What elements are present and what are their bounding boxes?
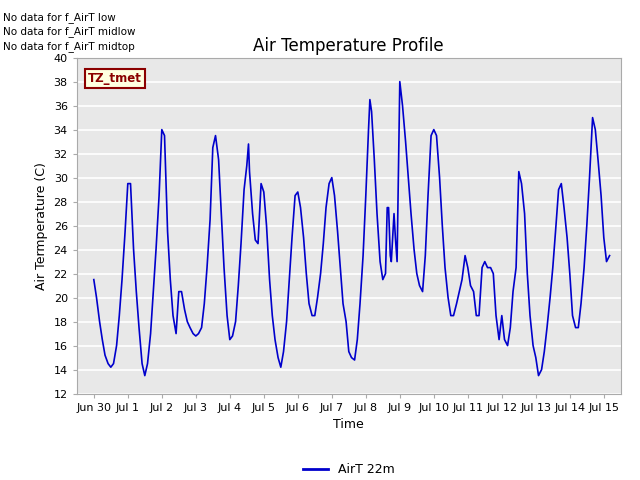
Text: No data for f_AirT low: No data for f_AirT low <box>3 12 116 23</box>
X-axis label: Time: Time <box>333 418 364 431</box>
Text: TZ_tmet: TZ_tmet <box>88 72 141 84</box>
Legend: AirT 22m: AirT 22m <box>298 458 399 480</box>
Title: Air Temperature Profile: Air Temperature Profile <box>253 36 444 55</box>
Text: No data for f_AirT midtop: No data for f_AirT midtop <box>3 41 135 52</box>
Text: No data for f_AirT midlow: No data for f_AirT midlow <box>3 26 136 37</box>
Y-axis label: Air Termperature (C): Air Termperature (C) <box>35 162 48 289</box>
